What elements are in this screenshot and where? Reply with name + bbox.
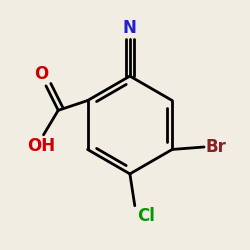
Text: Cl: Cl xyxy=(137,207,155,225)
Text: N: N xyxy=(123,18,137,36)
Text: O: O xyxy=(34,66,48,84)
Text: OH: OH xyxy=(27,137,55,155)
Text: Br: Br xyxy=(205,138,226,156)
